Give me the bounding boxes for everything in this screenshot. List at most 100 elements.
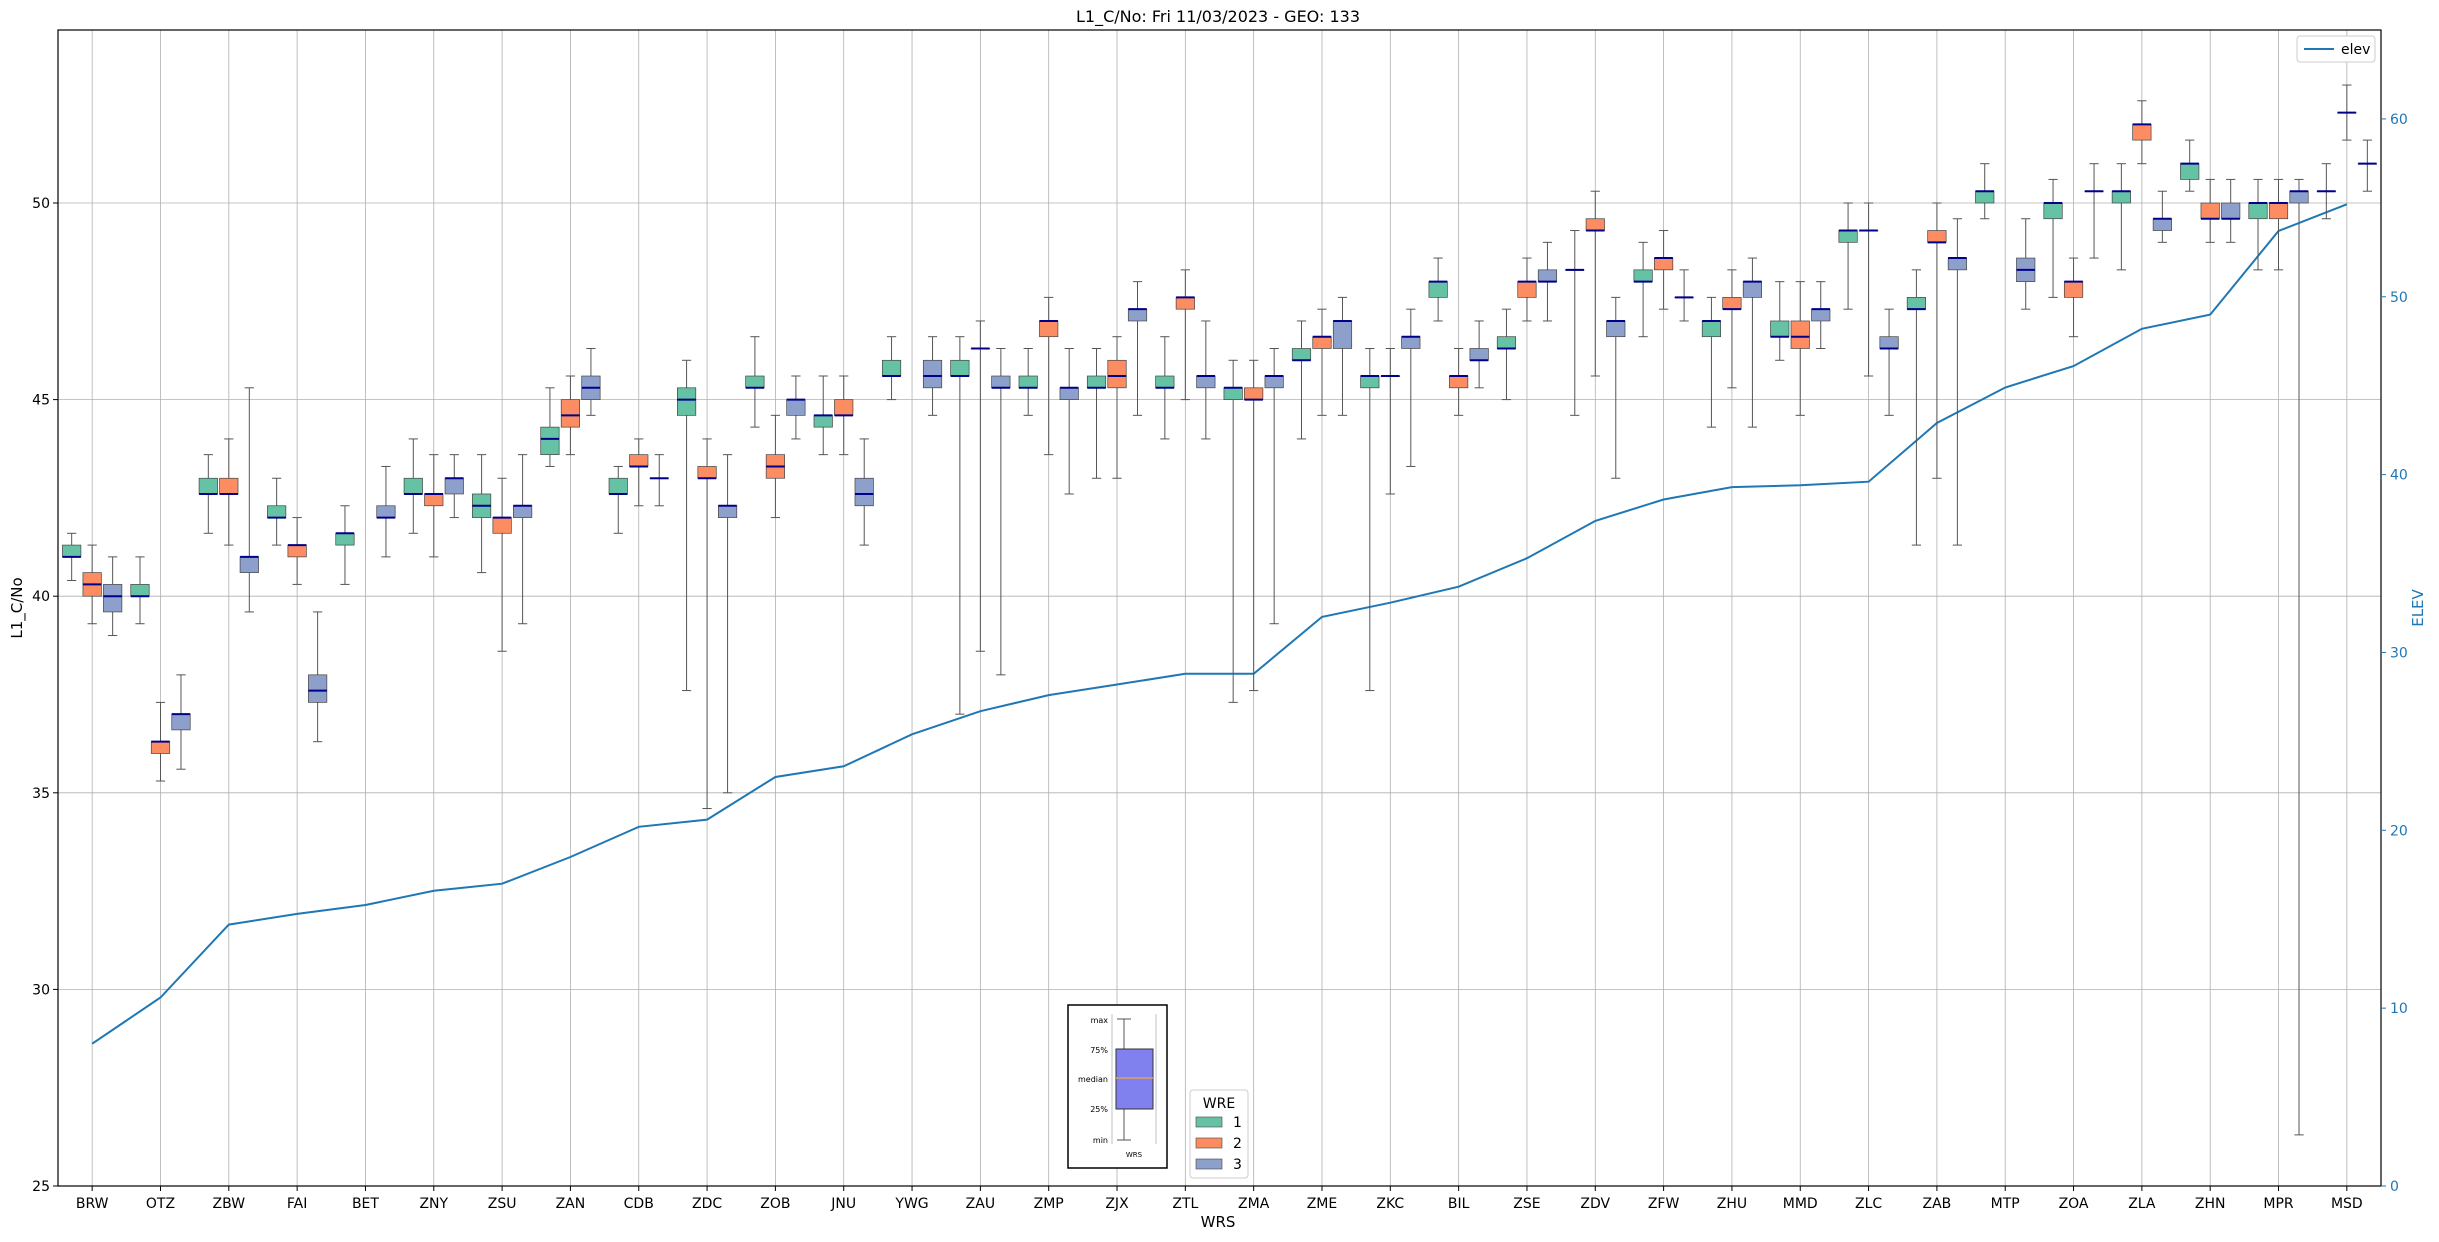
box-3-mmd [1811,281,1831,349]
box-3-ztl [1196,320,1216,440]
box-iqr [492,517,512,534]
box-1-zme [1291,320,1312,440]
x-tick-label: ZKC [1376,1196,1404,1212]
box-iqr [1086,375,1107,389]
box-key-q3: 75% [1090,1046,1108,1055]
box-1-jnu [813,375,833,456]
elev-line [91,203,2348,1045]
box-3-jnu [854,438,874,546]
box-iqr [922,359,943,389]
box-iqr [403,477,423,495]
y-tick-label: 45 [32,393,50,409]
y2-tick-label: 10 [2390,1001,2408,1017]
box-iqr [376,505,396,518]
box-2-zlc [1858,202,1879,377]
box-3-zbw [239,387,259,613]
box-iqr [2152,218,2172,231]
box-1-msd [2316,163,2336,220]
wre-legend-swatch-1 [1195,1116,1223,1128]
box-key-xlabel: WRS [1126,1151,1143,1159]
x-tick-label: OTZ [146,1196,175,1212]
box-3-zoa [2084,163,2104,259]
box-2-msd [2337,84,2357,141]
box-2-zhu [1722,269,1742,389]
box-iqr [2200,202,2220,220]
box-iqr [513,505,533,518]
x-tick-label: CDB [624,1196,654,1212]
box-1-brw [62,532,82,581]
chart-title: L1_C/No: Fri 11/03/2023 - GEO: 133 [1076,7,1360,27]
box-iqr [608,477,628,495]
box-iqr [629,454,649,467]
box-3-zse [1537,241,1558,322]
elev-legend-label: elev [2341,42,2370,58]
x-tick-label: YWG [894,1196,928,1212]
box-key-median: median [1078,1075,1108,1084]
wre-legend-swatch-2 [1195,1137,1223,1149]
x-tick-label: ZLA [2128,1196,2156,1212]
box-1-zhu [1701,296,1722,428]
box-iqr [834,399,854,416]
box-iqr [1790,320,1810,349]
wre-legend-title: WRE [1203,1096,1235,1112]
box-1-bil [1428,257,1448,322]
x-tick-label: ZJX [1105,1196,1129,1212]
box-iqr [103,584,123,613]
y2-tick-label: 60 [2390,112,2408,128]
box-1-zdc [677,359,697,692]
box-2-bil [1449,347,1469,416]
x-tick-label: BRW [76,1196,109,1212]
elev-legend: elev [2296,35,2376,63]
box-1-mtp [1975,163,1995,220]
x-tick-label: ZTL [1172,1196,1198,1212]
box-3-zsu [513,454,533,625]
box-3-zab [1947,218,1967,546]
box-3-zan [581,347,601,416]
wre-legend: WRE 1 2 3 [1189,1089,1249,1179]
box-3-mpr [2289,178,2309,1136]
box-iqr [1332,320,1353,349]
box-iqr [1107,359,1127,389]
x-tick-label: BET [352,1196,379,1212]
box-iqr [1401,336,1421,349]
plot-frame [57,29,2382,1187]
x-tick-label: MSD [2331,1196,2363,1212]
x-tick-label: ZAN [556,1196,586,1212]
box-1-zmp [1018,347,1038,416]
box-3-zhu [1742,257,1762,428]
box-iqr [1244,387,1264,400]
box-iqr [745,375,765,389]
box-3-bil [1469,320,1489,389]
box-1-mmd [1770,281,1790,361]
box-iqr [1838,230,1858,243]
box-iqr [1127,308,1148,322]
box-iqr [717,505,738,518]
box-iqr [1428,281,1448,298]
box-3-zdc [717,454,738,794]
box-2-zdc [697,438,717,810]
box-iqr [2268,202,2289,220]
box-2-zla [2132,100,2152,165]
box-iqr [1770,320,1790,338]
box-iqr [1517,281,1537,298]
x-tick-label: ZDC [692,1196,722,1212]
y2-axis-label: ELEV [2409,588,2427,626]
box-iqr [150,741,171,754]
x-tick-label: MTP [1991,1196,2020,1212]
box-1-otz [130,556,150,625]
box-3-zhn [2221,178,2241,243]
y2-tick-label: 50 [2390,290,2408,306]
box-1-zjx [1086,347,1107,479]
box-2-zau [970,320,990,652]
y-tick-label: 40 [32,589,50,605]
box-iqr [697,466,717,479]
box-iqr [1585,218,1605,231]
box-iqr [1264,375,1284,389]
box-3-zme [1332,296,1353,416]
x-tick-label: ZLC [1855,1196,1882,1212]
y2-tick-label: 0 [2390,1179,2399,1195]
box-3-zjx [1127,281,1148,416]
box-iqr [1606,320,1626,338]
box-3-zkc [1401,308,1421,467]
box-iqr [2180,163,2200,180]
